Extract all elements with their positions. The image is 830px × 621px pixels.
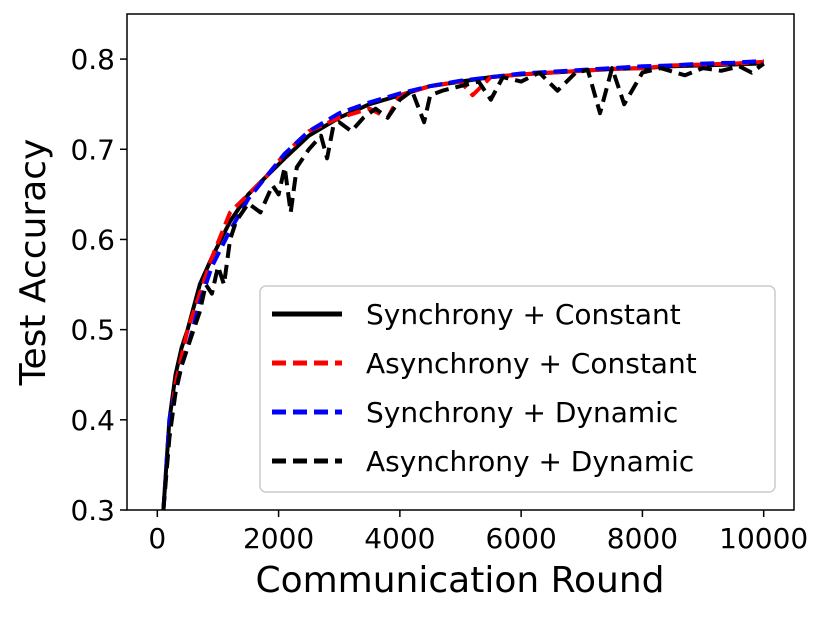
- x-tick-label: 8000: [607, 522, 678, 555]
- y-axis-title: Test Accuracy: [13, 139, 54, 387]
- legend: Synchrony + Constant Asynchrony + Consta…: [259, 285, 776, 493]
- axes-layer: 0 2000 4000 6000 8000 10000 0.3 0.4 0.5 0.6 0.7 0.8: [70, 43, 808, 555]
- legend-label-asynchrony-dynamic: Asynchrony + Dynamic: [366, 445, 694, 478]
- y-tick-label: 0.7: [70, 133, 115, 166]
- y-tick-label: 0.6: [70, 223, 115, 256]
- x-tick-label: 6000: [486, 522, 557, 555]
- plot-frame: [126, 13, 795, 511]
- y-tick-label: 0.4: [70, 404, 115, 437]
- legend-label-asynchrony-constant: Asynchrony + Constant: [366, 347, 697, 380]
- x-tick-label: 10000: [719, 522, 808, 555]
- y-tick-label: 0.3: [70, 494, 115, 527]
- x-axis-title: Communication Round: [255, 560, 664, 601]
- y-tick-label: 0.8: [70, 43, 115, 76]
- x-tick-label: 0: [148, 522, 166, 555]
- legend-frame: [259, 285, 776, 493]
- series-line-asynchrony-dynamic: [161, 61, 765, 510]
- x-tick-label: 2000: [243, 522, 314, 555]
- legend-label-synchrony-constant: Synchrony + Constant: [366, 298, 681, 331]
- series-layer: [161, 58, 765, 510]
- legend-label-synchrony-dynamic: Synchrony + Dynamic: [366, 396, 678, 429]
- y-tick-label: 0.5: [70, 314, 115, 347]
- x-tick-label: 4000: [364, 522, 435, 555]
